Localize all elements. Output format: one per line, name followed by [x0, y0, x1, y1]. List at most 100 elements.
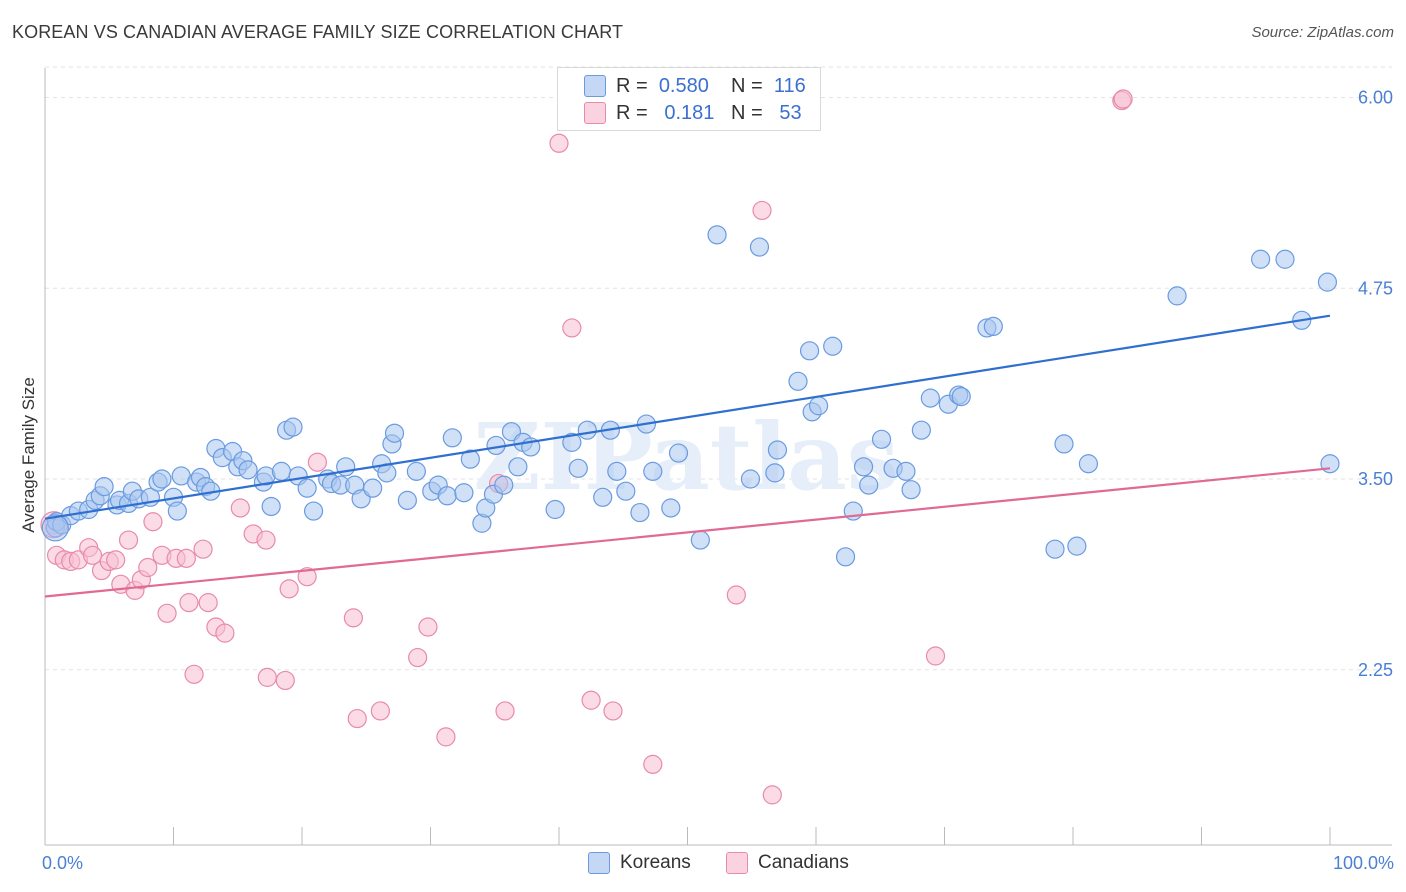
- x-tick-label-0: 0.0%: [42, 853, 83, 873]
- koreans-point-56: [454, 483, 474, 503]
- koreans-point-18: [167, 501, 187, 521]
- koreans-point-85: [767, 440, 788, 460]
- canadians-point-9: [106, 550, 126, 570]
- trend-lines: [44, 314, 1331, 598]
- koreans-point-98: [901, 480, 921, 500]
- koreans-point-99: [911, 420, 931, 440]
- koreans-point-110: [1167, 286, 1187, 306]
- koreans-point-86: [788, 371, 808, 391]
- source-label: Source: ZipAtlas.com: [1251, 24, 1394, 41]
- koreans-point-106: [1045, 539, 1065, 559]
- canadians-swatch: [584, 102, 606, 124]
- koreans-point-71: [593, 487, 613, 507]
- koreans-point-95: [871, 429, 892, 449]
- canadians-point-52: [1113, 89, 1133, 109]
- koreans-point-32: [261, 496, 281, 517]
- koreans-point-80: [690, 530, 710, 550]
- koreans-point-55: [442, 428, 462, 448]
- koreans-n: N = 116: [731, 74, 806, 97]
- koreans-point-77: [643, 461, 663, 481]
- canadians-point-17: [157, 603, 177, 623]
- canadians-legend-swatch: [726, 852, 748, 874]
- koreans-point-114: [1317, 272, 1338, 292]
- koreans-point-107: [1054, 434, 1074, 454]
- koreans-point-57: [460, 449, 480, 469]
- x-tick-label-1: 100.0%: [1333, 853, 1394, 873]
- canadians-point-21: [184, 664, 204, 684]
- koreans-point-50: [397, 490, 417, 510]
- koreans-point-109: [1078, 454, 1099, 474]
- koreans-point-62: [494, 475, 514, 495]
- canadians-point-37: [408, 647, 428, 668]
- koreans-point-103: [951, 386, 971, 407]
- koreans-point-89: [808, 396, 829, 416]
- canadians-point-38: [418, 617, 438, 637]
- canadians-point-6: [82, 545, 103, 565]
- koreans-point-111: [1251, 249, 1271, 269]
- correlation-legend: R = 0.580 N = 116 R = 0.181 N = 53: [557, 67, 821, 131]
- canadians-r-value: 0.181: [664, 101, 715, 124]
- koreans-point-69: [568, 458, 588, 478]
- canadians-n: N = 53: [731, 101, 802, 124]
- canadians-point-31: [279, 579, 299, 599]
- canadians-point-14: [138, 557, 158, 578]
- canadians-point-26: [230, 498, 250, 518]
- koreans-point-64: [508, 457, 528, 477]
- axes: [44, 68, 1392, 846]
- canadians-point-29: [257, 667, 277, 687]
- koreans-point-108: [1067, 536, 1087, 556]
- koreans-point-81: [707, 225, 727, 245]
- koreans-point-84: [765, 463, 785, 483]
- y-tick-label-3: 6.00: [1358, 88, 1393, 108]
- koreans-point-75: [630, 502, 650, 523]
- koreans-point-54: [437, 486, 457, 506]
- koreans-point-29: [238, 460, 258, 480]
- koreans-point-45: [363, 478, 383, 498]
- canadians-n-value: 53: [779, 101, 802, 124]
- koreans-point-16: [152, 469, 172, 489]
- koreans-point-79: [668, 443, 689, 463]
- koreans-point-78: [661, 498, 681, 518]
- canadians-point-45: [603, 701, 623, 721]
- canadians-point-43: [562, 318, 582, 338]
- canadians-r: R = 0.181: [616, 101, 715, 124]
- canadians-point-11: [118, 530, 139, 550]
- koreans-point-100: [920, 388, 940, 408]
- x-tick-labels: 0.0% 100.0%: [42, 853, 1394, 873]
- koreans-point-93: [853, 457, 874, 477]
- canadians-point-46: [643, 754, 663, 774]
- koreans-point-83: [749, 237, 770, 257]
- legend-item-koreans: Koreans: [588, 852, 691, 874]
- canadians-point-32: [297, 567, 317, 587]
- grid-lines: [45, 66, 1392, 671]
- y-tick-label-2: 4.75: [1358, 278, 1393, 298]
- legend-item-canadians: Canadians: [726, 852, 849, 874]
- canadians-point-30: [275, 670, 295, 691]
- koreans-n-value: 116: [773, 74, 806, 97]
- koreans-point-51: [406, 461, 426, 481]
- canadians-point-39: [436, 727, 456, 747]
- koreans-point-cluster: [41, 514, 69, 542]
- koreans-point-87: [799, 341, 820, 361]
- canadians-legend-label: Canadians: [758, 852, 849, 873]
- canadians-point-47: [726, 585, 746, 605]
- koreans-point-91: [835, 547, 856, 567]
- y-axis-label: Average Family Size: [19, 377, 38, 533]
- koreans-point-49: [384, 423, 405, 443]
- canadians-point-50: [925, 646, 946, 666]
- koreans-trend-line: [44, 314, 1331, 520]
- canadians-point-49: [762, 785, 782, 805]
- canadians-point-44: [581, 690, 601, 710]
- chart-title: KOREAN VS CANADIAN AVERAGE FAMILY SIZE C…: [12, 22, 624, 42]
- canadians-point-33: [307, 452, 328, 472]
- canadians-point-35: [347, 708, 367, 729]
- canadians-point-28: [256, 530, 276, 550]
- koreans-point-67: [545, 499, 565, 520]
- koreans-point-94: [859, 475, 879, 495]
- koreans-point-70: [577, 420, 597, 440]
- canadians-point-22: [193, 539, 213, 559]
- koreans-points: [41, 225, 1340, 567]
- koreans-point-74: [616, 481, 636, 501]
- koreans-point-90: [823, 336, 843, 356]
